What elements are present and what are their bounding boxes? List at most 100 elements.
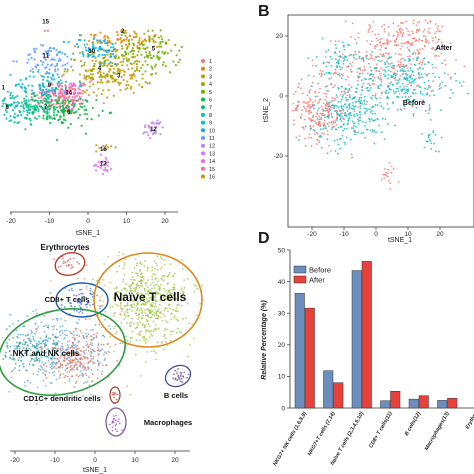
panel-c-point bbox=[135, 264, 138, 267]
panel-b-point bbox=[335, 47, 338, 50]
panel-c-point bbox=[166, 307, 169, 310]
panel-c-point bbox=[119, 303, 122, 305]
panel-b-point bbox=[343, 46, 345, 48]
panel-b-point bbox=[316, 138, 319, 141]
panel-b-point bbox=[401, 65, 403, 67]
panel-b-point bbox=[346, 59, 349, 62]
panel-b-point bbox=[410, 74, 413, 76]
panel-a-point bbox=[9, 115, 12, 118]
nkt-nk-cells-ellipse bbox=[0, 308, 127, 396]
panel-a-point bbox=[1, 105, 4, 108]
panel-c-point bbox=[160, 257, 163, 260]
panel-b-point bbox=[431, 37, 434, 39]
panel-b-point bbox=[372, 20, 375, 23]
panel-b-point bbox=[412, 99, 415, 102]
panel-b-point bbox=[371, 98, 373, 100]
panel-b-point bbox=[382, 42, 384, 45]
panel-b-point bbox=[454, 72, 457, 75]
panel-b-point bbox=[314, 92, 317, 94]
panel-a-point bbox=[161, 63, 164, 66]
panel-a-point bbox=[57, 59, 60, 63]
panel-b-point bbox=[320, 112, 323, 115]
panel-c-point bbox=[53, 357, 56, 360]
panel-c-point bbox=[122, 307, 124, 310]
panel-a-point bbox=[31, 84, 34, 87]
panel-b-point bbox=[347, 43, 349, 46]
panel-a-point bbox=[141, 73, 144, 76]
panel-b-point bbox=[374, 67, 377, 70]
panel-c-point bbox=[130, 278, 133, 281]
panel-a-point bbox=[100, 41, 103, 44]
panel-b-point bbox=[371, 30, 374, 33]
panel-a-point bbox=[76, 43, 79, 46]
panel-b-point bbox=[318, 122, 320, 125]
panel-a-point bbox=[115, 78, 118, 81]
panel-a-point bbox=[52, 114, 56, 117]
panel-a-point bbox=[100, 153, 103, 156]
panel-a-point bbox=[120, 40, 123, 43]
panel-c-point bbox=[141, 335, 144, 338]
panel-b-point bbox=[325, 92, 328, 95]
panel-b-point bbox=[415, 85, 418, 87]
panel-b-point bbox=[434, 134, 437, 136]
panel-c-point bbox=[146, 351, 149, 353]
panel-b-point bbox=[404, 78, 407, 81]
panel-b-point bbox=[418, 40, 420, 42]
panel-c-point bbox=[81, 332, 83, 334]
panel-b-point bbox=[306, 101, 309, 104]
panel-a-point bbox=[99, 164, 102, 168]
panel-b-point bbox=[360, 79, 363, 81]
panel-c-point bbox=[129, 294, 132, 296]
panel-a-point bbox=[144, 70, 147, 73]
panel-a-point bbox=[55, 94, 58, 97]
panel-b-point bbox=[383, 138, 386, 141]
panel-a-point bbox=[26, 114, 29, 117]
panel-c-point bbox=[155, 290, 158, 293]
panel-b-point bbox=[408, 55, 411, 58]
panel-a-point bbox=[149, 127, 152, 131]
panel-c-point bbox=[85, 337, 88, 340]
panel-a-point bbox=[85, 70, 88, 73]
panel-a-point bbox=[22, 106, 25, 109]
panel-c-point bbox=[143, 265, 146, 267]
panel-c-point bbox=[88, 376, 90, 379]
panel-c-point bbox=[167, 275, 169, 277]
panel-a-point bbox=[32, 93, 36, 96]
panel-c-point bbox=[43, 342, 46, 345]
panel-c-point bbox=[6, 342, 8, 344]
panel-c-point bbox=[199, 302, 202, 305]
panel-b-point bbox=[319, 123, 322, 126]
panel-a-point bbox=[131, 55, 134, 59]
panel-b-point bbox=[380, 78, 383, 81]
panel-b-point bbox=[318, 107, 320, 110]
panel-a-point bbox=[141, 64, 144, 67]
panel-c-point bbox=[128, 308, 131, 311]
panel-b-point bbox=[319, 125, 321, 128]
panel-c-point bbox=[156, 264, 158, 267]
panel-b-point bbox=[350, 65, 353, 67]
panel-b-point bbox=[308, 92, 311, 94]
panel-a-point bbox=[31, 105, 34, 108]
panel-b-point bbox=[367, 31, 370, 33]
panel-c-point bbox=[169, 292, 172, 295]
panel-b-point bbox=[315, 143, 318, 146]
panel-c-point bbox=[86, 343, 89, 346]
panel-a-point bbox=[56, 73, 59, 76]
panel-a-point bbox=[104, 42, 107, 45]
panel-c-point bbox=[59, 365, 62, 368]
panel-b-point bbox=[365, 103, 367, 106]
panel-b-point bbox=[397, 79, 400, 82]
panel-a-point bbox=[92, 83, 95, 86]
panel-b-point bbox=[341, 77, 343, 80]
panel-a-point bbox=[19, 105, 23, 108]
panel-a-point bbox=[62, 114, 65, 117]
panel-b-point bbox=[372, 73, 375, 76]
panel-a-point bbox=[132, 43, 135, 47]
panel-b-point bbox=[371, 40, 373, 43]
panel-c-point bbox=[142, 314, 145, 317]
panel-c-point bbox=[107, 255, 109, 258]
panel-a-point bbox=[83, 83, 86, 86]
panel-a-point bbox=[35, 47, 38, 50]
panel-c-point bbox=[77, 375, 80, 378]
panel-b-point bbox=[367, 29, 370, 31]
